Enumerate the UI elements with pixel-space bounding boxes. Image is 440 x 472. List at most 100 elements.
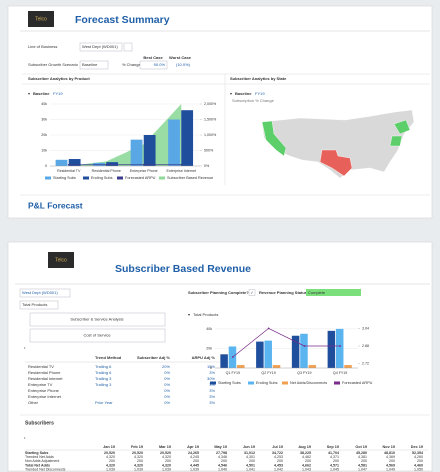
cell: 4,320 <box>134 463 143 467</box>
logo-text: Telco <box>55 257 67 263</box>
scenario: Baseline <box>235 91 252 96</box>
cell: 0% <box>164 376 170 381</box>
row-label: Trended Net Adds <box>25 455 54 459</box>
cell: 4,301 <box>246 455 255 459</box>
period[interactable]: FY19 <box>53 91 63 96</box>
cell: 27,798 <box>216 451 227 455</box>
column-header: ARPU Adj % <box>192 355 216 360</box>
bar <box>181 110 194 166</box>
y2-tick-label: 2,000% <box>204 102 217 106</box>
map-subtitle: Subscription % Change <box>232 98 275 103</box>
legend-label: Starting Subs <box>218 381 241 385</box>
input[interactable] <box>139 60 168 70</box>
cell: 34,722 <box>272 451 283 455</box>
map-region <box>261 109 415 179</box>
cell: 20,520 <box>132 451 143 455</box>
dropdown-value: Total Products <box>22 302 47 307</box>
bar <box>256 341 264 368</box>
dropdown[interactable] <box>79 60 109 70</box>
column-header: Nov 19 <box>383 445 395 449</box>
map-state[interactable] <box>319 149 353 177</box>
button[interactable] <box>29 328 166 343</box>
button-label: Subscriber & Service Analysis <box>70 317 123 322</box>
bar <box>335 328 344 368</box>
cell: 4,571 <box>330 463 339 467</box>
cell: 1,050 <box>414 467 423 471</box>
x-tick-label: Residential Phone <box>92 169 121 173</box>
row-label: Enterprise Internet <box>28 394 62 399</box>
row-label: Other <box>28 400 39 405</box>
legend-swatch <box>334 381 340 385</box>
map-state[interactable] <box>393 119 411 135</box>
cell: 1,040 <box>218 467 227 471</box>
cell: 4,260 <box>414 455 423 459</box>
map-state[interactable] <box>261 120 287 157</box>
dropdown[interactable] <box>79 42 123 52</box>
label: % Change <box>122 62 141 67</box>
cell: 0% <box>164 382 170 387</box>
legend-label: Subscriber Based Revenue <box>167 176 213 180</box>
row-label: Enterprise TV <box>28 382 53 387</box>
column-header: Feb 19 <box>131 445 143 449</box>
cell: 200 <box>305 459 311 463</box>
cell: 200 <box>109 459 115 463</box>
column-header: Jul 19 <box>272 445 283 449</box>
y-tick-label: 20k <box>41 133 47 137</box>
cell: 1,043 <box>302 467 311 471</box>
cell: 4,245 <box>190 455 199 459</box>
cell: 4,320 <box>162 463 171 467</box>
y-tick-label: 0 <box>210 366 212 370</box>
cell: Trailing 3 <box>95 382 112 387</box>
cell: 3% <box>209 382 215 387</box>
revenue-card <box>7 241 433 472</box>
x-tick-label: Residential TV <box>57 169 81 173</box>
cell: 200 <box>193 459 199 463</box>
panel-title: Subscriber Analytics by State <box>230 76 287 81</box>
status-box[interactable] <box>306 289 361 296</box>
y2-tick-label: 500% <box>204 148 214 152</box>
cell: 1,039 <box>106 467 115 471</box>
bar <box>264 340 272 368</box>
cell: 38,225 <box>300 451 311 455</box>
dropdown[interactable] <box>19 288 71 298</box>
row-label: Residential Internet <box>28 376 63 381</box>
bullet: • <box>24 435 26 440</box>
cell: 4,453 <box>274 463 283 467</box>
x-tick-label: Enterprise Internet <box>166 169 196 173</box>
cell: 4,460 <box>414 463 423 467</box>
bar <box>106 162 119 166</box>
bar <box>272 365 281 368</box>
cell: Trailing 6 <box>95 364 112 369</box>
map-state[interactable] <box>389 135 403 147</box>
column-header: Aug 19 <box>298 445 311 449</box>
line <box>232 327 341 358</box>
cell: 4,371 <box>330 455 339 459</box>
scenario: Baseline <box>33 91 50 96</box>
legend-label: Forecasted ARPU <box>125 176 156 180</box>
button[interactable] <box>29 312 166 327</box>
cell: Prior Year <box>95 400 113 405</box>
legend-label: Ending Subs <box>91 176 113 180</box>
x-tick-label: Q2 FY19 <box>261 371 275 375</box>
cell: 4,581 <box>358 463 367 467</box>
dropdown[interactable] <box>19 300 59 310</box>
checkbox[interactable] <box>248 289 256 296</box>
point <box>142 163 145 166</box>
row-label: Starting Subs <box>25 451 48 455</box>
legend-swatch <box>248 381 254 385</box>
legend-label: Forecasted ARPU <box>342 381 373 385</box>
legend-label: Starting Subs <box>53 176 76 180</box>
cell: 4,320 <box>106 463 115 467</box>
column-header: Worst Case <box>169 55 192 60</box>
point <box>67 163 70 166</box>
y-tick-label: 30k <box>41 117 47 121</box>
caret: ▾ <box>188 312 190 317</box>
map <box>261 109 415 179</box>
section-title: Subscribers <box>25 420 54 426</box>
period[interactable]: FY19 <box>255 91 265 96</box>
cell: 200 <box>333 459 339 463</box>
label: Subscriber Growth Scenario <box>28 62 79 67</box>
y2-tick-label: 2.88 <box>362 344 369 348</box>
dropdown-button[interactable] <box>123 42 133 52</box>
